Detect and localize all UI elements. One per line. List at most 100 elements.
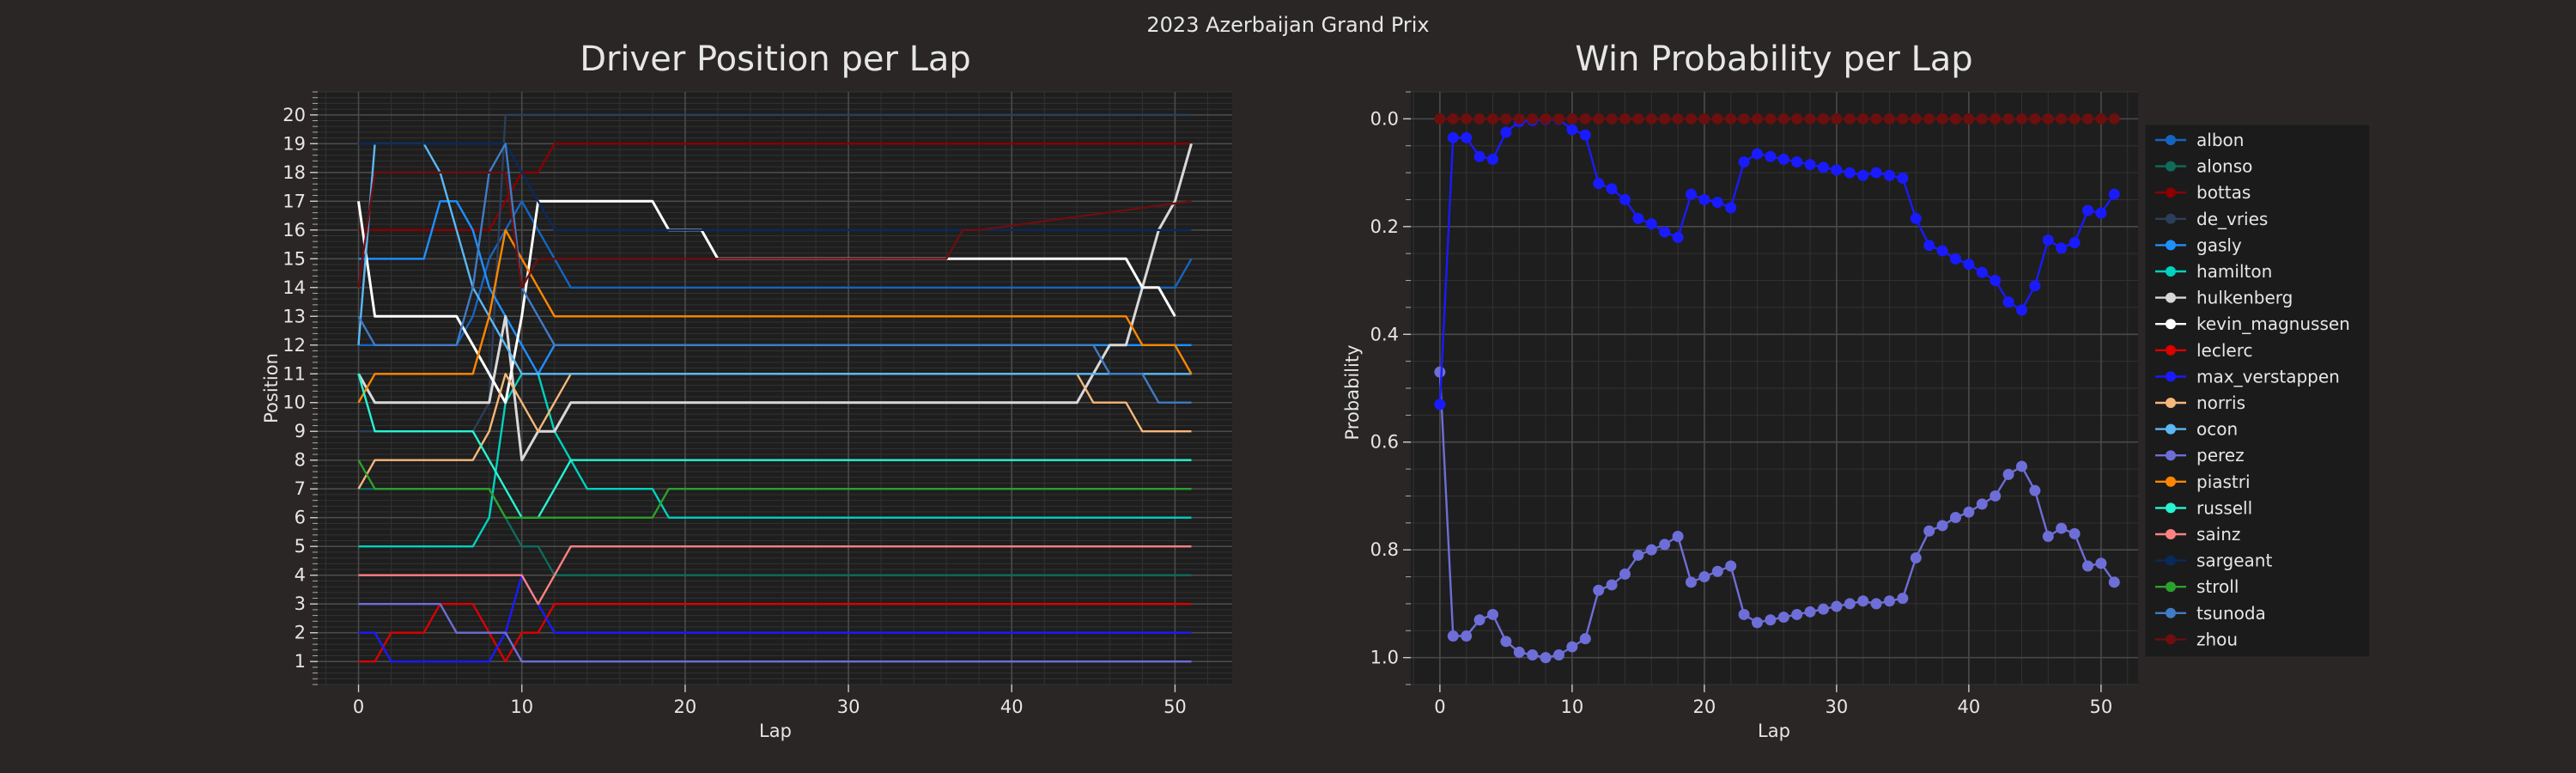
position-line-tsunoda [357, 143, 1192, 404]
probability-point-others [1540, 113, 1552, 125]
position-chart-y-tick-label: 12 [283, 335, 306, 356]
position-chart-y-tick-label: 15 [283, 248, 306, 269]
probability-point-perez [1777, 612, 1789, 624]
probability-point-others [1527, 113, 1539, 125]
probability-chart-xlabel: Lap [1758, 721, 1790, 741]
probability-point-max-verstappen [1593, 178, 1605, 190]
probability-point-max-verstappen [1897, 172, 1909, 184]
probability-point-perez [1936, 520, 1948, 532]
probability-point-perez [1685, 576, 1697, 588]
legend-entry-de-vries: de_vries [2155, 209, 2268, 229]
probability-point-perez [1963, 506, 1975, 518]
position-chart-y-tick-label: 8 [295, 450, 306, 471]
probability-point-others [1632, 113, 1644, 125]
probability-point-perez [1593, 584, 1605, 596]
position-chart-y-tick-label: 6 [295, 508, 306, 528]
legend-label: perez [2196, 445, 2245, 466]
probability-point-others [1923, 113, 1935, 125]
legend-entry-hulkenberg: hulkenberg [2155, 288, 2293, 308]
probability-point-perez [2056, 522, 2068, 534]
probability-point-others [2095, 113, 2107, 125]
legend-marker-swatch [2166, 213, 2176, 224]
legend-entry-max-verstappen: max_verstappen [2155, 366, 2340, 386]
legend-marker-swatch [2166, 240, 2176, 251]
probability-point-others [1513, 113, 1525, 125]
probability-point-others [1447, 113, 1459, 125]
probability-point-max-verstappen [1738, 156, 1750, 168]
probability-point-others [1725, 113, 1737, 125]
probability-chart-y-tick-label: 1.0 [1370, 648, 1399, 668]
probability-point-others [1963, 113, 1975, 125]
legend-entry-kevin-magnussen: kevin_magnussen [2155, 313, 2350, 334]
position-chart-y-tick-label: 2 [295, 623, 306, 643]
probability-point-perez [1857, 595, 1869, 607]
legend-entry-sainz: sainz [2155, 524, 2240, 545]
probability-point-max-verstappen [1619, 193, 1631, 205]
legend-entry-perez: perez [2155, 445, 2245, 466]
probability-point-perez [1500, 636, 1512, 648]
position-chart-y-tick-label: 17 [283, 191, 306, 211]
legend-entry-leclerc: leclerc [2155, 340, 2253, 361]
position-line-perez [358, 603, 1192, 663]
probability-point-others [1831, 113, 1843, 125]
probability-point-others [1765, 113, 1777, 125]
position-chart-x-tick-label: 20 [674, 697, 697, 717]
probability-point-max-verstappen [2095, 207, 2107, 219]
probability-chart-series [1434, 113, 2120, 664]
probability-point-max-verstappen [2108, 188, 2120, 200]
position-chart-title: Driver Position per Lap [580, 40, 971, 79]
position-chart-y-tick-label: 10 [283, 393, 306, 413]
probability-point-perez [1923, 525, 1935, 537]
probability-point-perez [1698, 571, 1710, 583]
legend-entry-hamilton: hamilton [2155, 261, 2272, 282]
probability-point-perez [1672, 531, 1684, 542]
position-chart-y-tick-label: 13 [283, 306, 306, 326]
probability-point-others [1672, 113, 1684, 125]
position-chart-y-tick-label: 14 [283, 277, 306, 298]
position-chart-y-tick-label: 19 [283, 133, 306, 154]
probability-point-others [1936, 113, 1948, 125]
probability-point-perez [2042, 531, 2054, 542]
legend-marker-swatch [2166, 502, 2176, 514]
legend-label: hamilton [2196, 261, 2272, 282]
probability-point-perez [1645, 544, 1657, 556]
legend-marker-swatch [2166, 187, 2176, 198]
probability-point-perez [2081, 560, 2093, 572]
probability-point-max-verstappen [1447, 131, 1459, 143]
position-chart-y-tick-label: 3 [295, 593, 306, 614]
probability-point-others [2029, 113, 2041, 125]
legend-marker-swatch [2166, 319, 2176, 330]
position-chart-y-tick-label: 20 [283, 105, 306, 125]
legend-entry-albon: albon [2155, 130, 2244, 150]
probability-point-max-verstappen [1976, 266, 1988, 278]
position-chart-x-tick-label: 0 [353, 697, 364, 717]
probability-point-others [2056, 113, 2068, 125]
probability-point-others [1777, 113, 1789, 125]
probability-point-others [1817, 113, 1829, 125]
probability-point-others [1976, 113, 1988, 125]
position-chart-series [357, 113, 1193, 663]
probability-point-perez [1817, 603, 1829, 615]
probability-point-others [1990, 113, 2002, 125]
position-chart-y-tick-label: 7 [295, 478, 306, 499]
probability-chart-title: Win Probability per Lap [1575, 40, 1972, 79]
position-line-bottas [358, 143, 1192, 231]
position-chart-x-tick-label: 50 [1163, 697, 1187, 717]
position-line-russell [357, 373, 1192, 519]
probability-point-max-verstappen [2015, 304, 2027, 316]
probability-point-others [1461, 113, 1473, 125]
position-line-sainz [358, 545, 1192, 606]
legend-marker-swatch [2166, 371, 2176, 382]
legend-marker-swatch [2166, 135, 2176, 145]
position-chart-y-tick-label: 11 [283, 363, 306, 384]
legend-marker-swatch [2166, 607, 2176, 618]
legend-marker-swatch [2166, 581, 2176, 593]
probability-point-perez [1486, 608, 1498, 620]
legend-label: tsunoda [2196, 603, 2266, 624]
legend-label: stroll [2196, 576, 2239, 597]
legend-marker-swatch [2166, 161, 2176, 172]
probability-point-others [1791, 113, 1803, 125]
probability-point-max-verstappen [1645, 218, 1657, 230]
position-chart-ticks: 0 10 20 30 40 5012345678910111213141516171819… [283, 91, 1187, 717]
